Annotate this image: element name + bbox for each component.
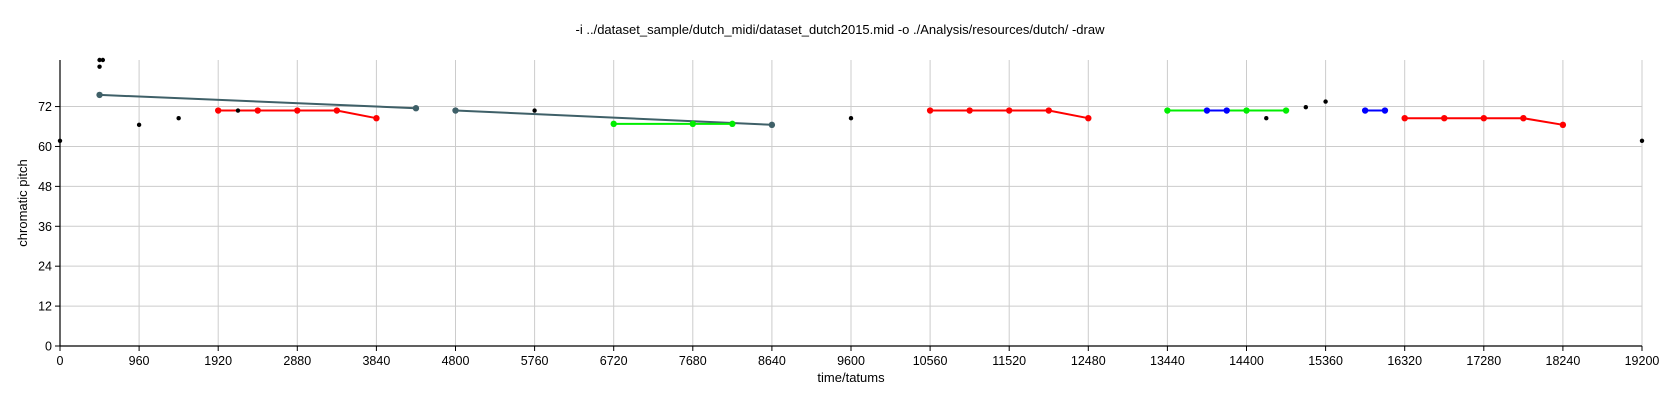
series-line <box>455 109 772 126</box>
series-point <box>1045 107 1052 114</box>
series-layer <box>96 91 1567 129</box>
x-axis-label: time/tatums <box>817 370 885 385</box>
series-point <box>729 120 736 128</box>
series-line <box>99 93 416 110</box>
x-tick-label: 2880 <box>283 354 311 368</box>
x-tick-label: 6720 <box>600 354 628 368</box>
y-tick-label: 12 <box>38 300 52 314</box>
series-point <box>768 121 776 129</box>
x-tick-label: 1920 <box>204 354 232 368</box>
x-tick-label: 13440 <box>1150 354 1185 368</box>
notes-layer <box>57 57 1645 144</box>
x-tick-label: 14400 <box>1229 354 1264 368</box>
series-point <box>1401 114 1408 122</box>
series-point <box>1520 114 1527 122</box>
x-tick-label: 16320 <box>1387 354 1422 368</box>
series-point <box>254 107 261 114</box>
note-point <box>1323 99 1328 104</box>
note-point <box>97 57 102 63</box>
y-tick-label: 0 <box>45 340 52 354</box>
series-point <box>1361 107 1369 114</box>
series-point <box>1243 107 1250 114</box>
x-tick-label: 11520 <box>992 354 1026 368</box>
series-point <box>215 107 222 114</box>
x-tick-label: 960 <box>129 354 150 368</box>
series-point <box>1164 107 1171 114</box>
x-tick-label: 15360 <box>1308 354 1343 368</box>
series-point <box>1480 114 1488 122</box>
x-tick-label: 12480 <box>1071 354 1106 368</box>
series-point <box>1006 107 1013 114</box>
y-tick-label: 36 <box>38 220 52 234</box>
tick-labels: 0 960 1920 2880 3840 4800 5760 6720 7680 8640 9600… <box>38 100 1659 368</box>
chart-title: -i ../dataset_sample/dutch_midi/dataset_… <box>575 22 1105 37</box>
series-point <box>966 107 973 114</box>
y-tick-label: 24 <box>38 260 52 274</box>
x-tick-label: 8640 <box>758 354 786 368</box>
series-point <box>689 120 696 128</box>
note-point <box>97 64 102 69</box>
series-point <box>96 91 103 99</box>
x-tick-label: 4800 <box>442 354 470 368</box>
y-tick-label: 48 <box>38 180 52 194</box>
note-point <box>848 115 854 121</box>
x-tick-label: 10560 <box>913 354 948 368</box>
note-point <box>235 108 241 113</box>
series-point <box>926 107 934 114</box>
series-point <box>294 107 301 114</box>
series-point <box>1441 114 1448 122</box>
note-point <box>1303 105 1309 110</box>
series-point <box>610 120 617 128</box>
x-tick-label: 5760 <box>521 354 549 368</box>
axes <box>55 60 1643 351</box>
series-point <box>1381 107 1389 114</box>
note-point <box>57 138 63 144</box>
note-point <box>532 108 537 113</box>
series-point <box>1282 107 1290 114</box>
x-tick-label: 9600 <box>837 354 865 368</box>
x-tick-label: 7680 <box>679 354 707 368</box>
series-point <box>1223 107 1230 114</box>
note-point <box>1639 138 1645 144</box>
x-tick-label: 19200 <box>1625 354 1660 368</box>
y-tick-label: 60 <box>38 140 52 154</box>
series-point <box>452 107 459 114</box>
series-point <box>1085 114 1092 122</box>
series-point <box>373 114 380 122</box>
x-tick-label: 3840 <box>362 354 390 368</box>
series-point <box>1559 121 1567 129</box>
series-point <box>412 105 420 112</box>
x-tick-label: 0 <box>57 354 64 368</box>
x-tick-label: 18240 <box>1546 354 1581 368</box>
grid <box>60 60 1643 346</box>
note-point <box>176 115 181 121</box>
note-point <box>1264 115 1269 121</box>
y-tick-label: 72 <box>38 100 52 114</box>
y-axis-label: chromatic pitch <box>15 159 30 246</box>
series-point <box>333 107 341 114</box>
note-point <box>136 122 142 128</box>
note-point <box>100 57 106 63</box>
series-point <box>1203 107 1211 114</box>
x-tick-label: 17280 <box>1466 354 1501 368</box>
